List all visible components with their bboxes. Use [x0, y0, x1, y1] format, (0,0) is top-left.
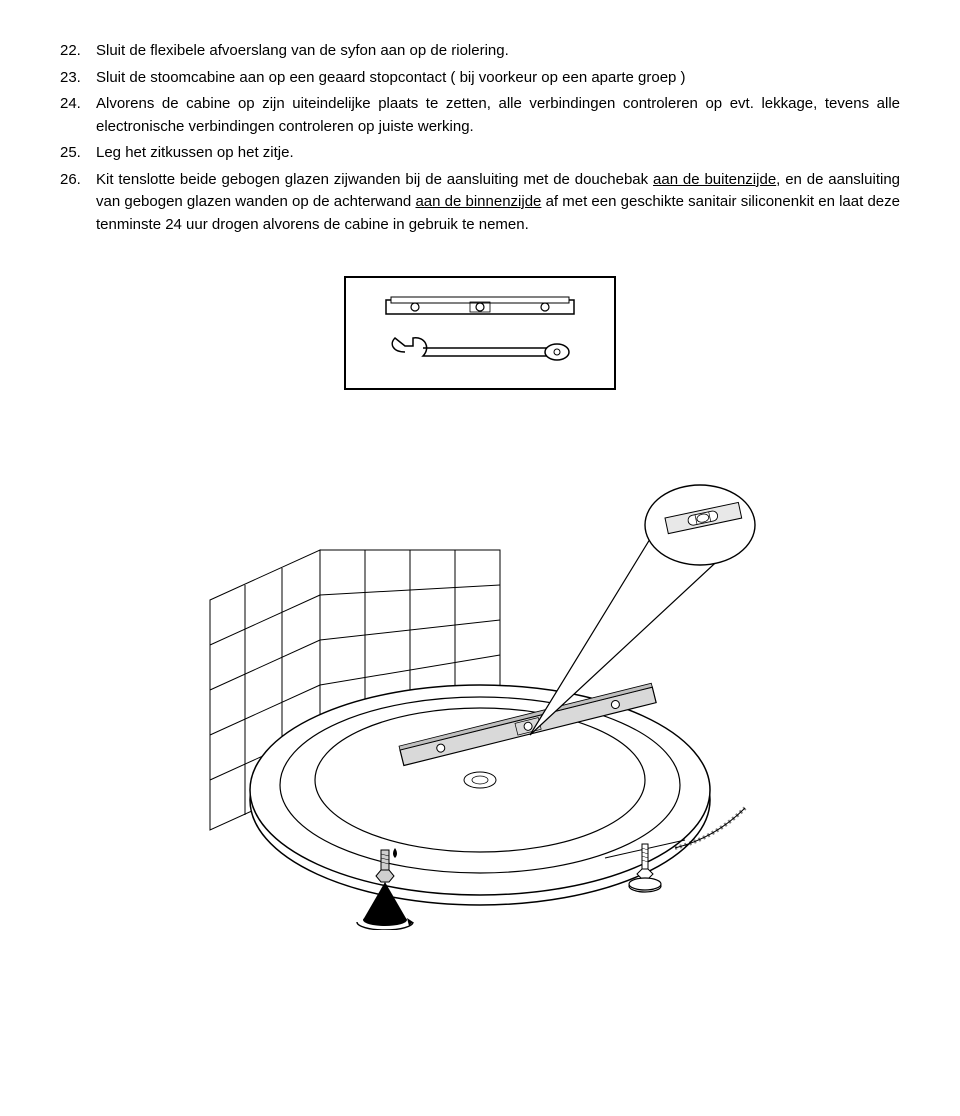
item-text: Alvorens de cabine op zijn uiteindelijke…	[96, 93, 900, 138]
list-item: 23. Sluit de stoomcabine aan op een geaa…	[60, 67, 900, 90]
item-number: 26.	[60, 169, 96, 237]
text-segment: Kit tenslotte beide gebogen glazen zijwa…	[96, 171, 653, 188]
underlined-text: aan de binnenzijde	[415, 193, 541, 210]
shower-tray-diagram	[200, 450, 760, 930]
item-number: 22.	[60, 40, 96, 63]
item-text: Sluit de stoomcabine aan op een geaard s…	[96, 67, 900, 90]
item-text: Sluit de flexibele afvoerslang van de sy…	[96, 40, 900, 63]
instruction-list: 22. Sluit de flexibele afvoerslang van d…	[60, 40, 900, 236]
list-item: 26. Kit tenslotte beide gebogen glazen z…	[60, 169, 900, 237]
spirit-level-icon	[385, 296, 575, 318]
list-item: 25. Leg het zitkussen op het zitje.	[60, 142, 900, 165]
underlined-text: aan de buitenzijde	[653, 171, 776, 188]
list-item: 24. Alvorens de cabine op zijn uiteindel…	[60, 93, 900, 138]
list-item: 22. Sluit de flexibele afvoerslang van d…	[60, 40, 900, 63]
wrench-icon	[385, 334, 575, 370]
item-number: 24.	[60, 93, 96, 138]
item-text: Leg het zitkussen op het zitje.	[96, 142, 900, 165]
figures-container	[60, 276, 900, 930]
tools-box	[344, 276, 616, 390]
item-text: Kit tenslotte beide gebogen glazen zijwa…	[96, 169, 900, 237]
item-number: 23.	[60, 67, 96, 90]
item-number: 25.	[60, 142, 96, 165]
